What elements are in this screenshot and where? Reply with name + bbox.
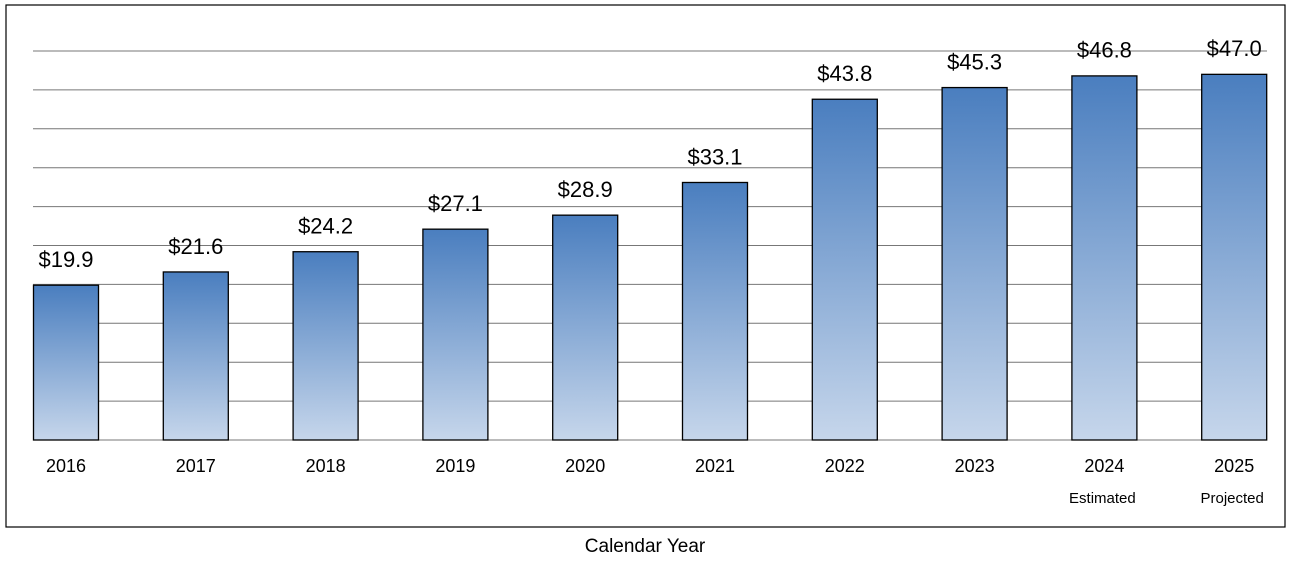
category-note: Estimated	[1069, 490, 1136, 507]
x-tick-label: 2023	[955, 456, 995, 476]
value-label: $28.9	[558, 177, 613, 202]
bar	[811, 98, 878, 441]
value-label: $46.8	[1077, 38, 1132, 63]
x-tick-label: 2025	[1214, 456, 1254, 476]
value-label: $45.3	[947, 49, 1002, 74]
bar	[1201, 73, 1268, 441]
bar	[292, 251, 359, 441]
value-label: $43.8	[817, 61, 872, 86]
x-tick-label: 2017	[176, 456, 216, 476]
x-tick-label: 2016	[46, 456, 86, 476]
value-label: $47.0	[1207, 36, 1262, 61]
value-label: $21.6	[168, 234, 223, 259]
value-label: $24.2	[298, 214, 353, 239]
x-tick-label: 2022	[825, 456, 865, 476]
bar	[941, 86, 1008, 441]
value-label: $27.1	[428, 191, 483, 216]
bar	[552, 214, 619, 441]
x-tick-label: 2021	[695, 456, 735, 476]
frame	[5, 4, 1286, 528]
bar	[162, 271, 229, 441]
bar	[422, 228, 489, 441]
x-tick-label: 2020	[565, 456, 605, 476]
value-label: $19.9	[38, 247, 93, 272]
bar	[32, 284, 100, 441]
x-axis-title: Calendar Year	[585, 536, 706, 557]
x-tick-label: 2024	[1084, 456, 1124, 476]
category-note: Projected	[1201, 490, 1264, 507]
bar	[681, 181, 749, 441]
value-label: $33.1	[687, 144, 742, 169]
x-tick-label: 2018	[306, 456, 346, 476]
x-tick-label: 2019	[435, 456, 475, 476]
bar	[1071, 75, 1138, 441]
